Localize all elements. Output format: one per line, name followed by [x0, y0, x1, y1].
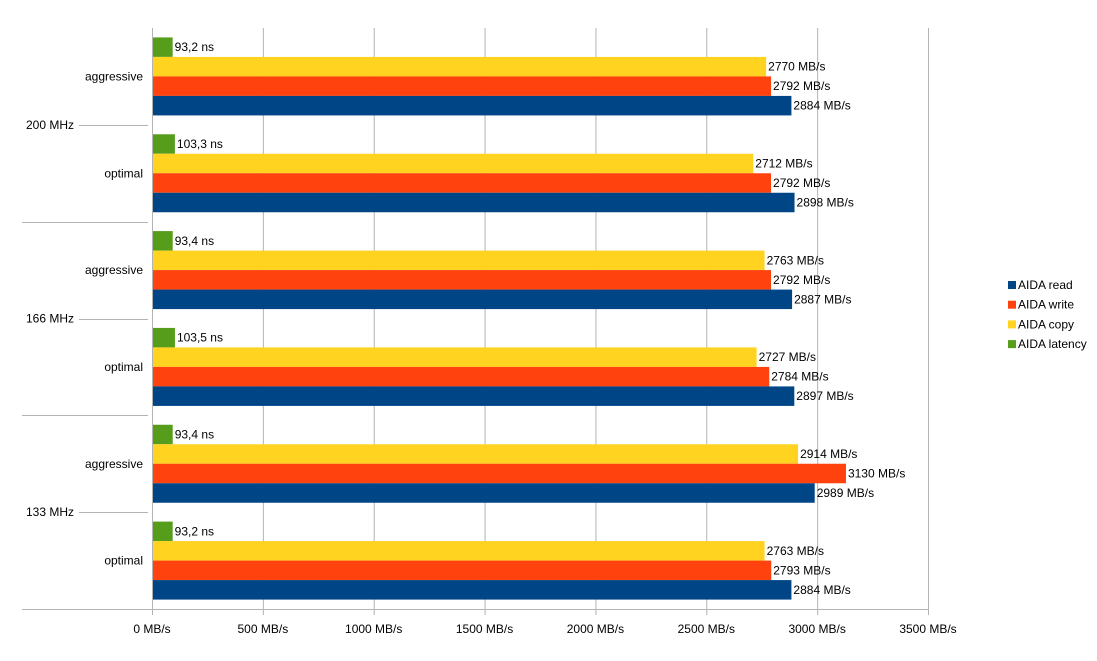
data-label-copy: 2770 MB/s	[768, 60, 825, 74]
legend-swatch-latency	[1008, 340, 1016, 349]
data-label-copy: 2763 MB/s	[767, 544, 824, 558]
data-label-copy: 2727 MB/s	[759, 350, 816, 364]
data-label-copy: 2914 MB/s	[800, 447, 857, 461]
data-label-read: 2884 MB/s	[793, 583, 850, 597]
subgroup-label: optimal	[104, 554, 143, 568]
data-label-read: 2989 MB/s	[817, 486, 874, 500]
x-tick-label: 3000 MB/s	[788, 622, 845, 636]
legend-label-latency: AIDA latency	[1018, 337, 1087, 351]
bar-read	[153, 386, 795, 406]
x-tick-label: 2500 MB/s	[678, 622, 735, 636]
value-labels: 93,2 ns 2770 MB/s 2792 MB/s 2884 MB/s 103,3 …	[175, 40, 906, 597]
axes: 0 MB/s 500 MB/s 1000 MB/s 1500 MB/s 2000 MB/…	[22, 28, 957, 636]
x-tick-label: 1500 MB/s	[456, 622, 513, 636]
legend-label-write: AIDA write	[1018, 298, 1074, 312]
bar-write	[153, 463, 846, 484]
legend-swatch-read	[1008, 281, 1016, 289]
data-label-latency: 93,2 ns	[175, 524, 214, 538]
bar-copy	[153, 444, 799, 464]
legend-swatch-copy	[1008, 320, 1016, 329]
bar-latency	[153, 231, 173, 251]
data-label-latency: 103,3 ns	[177, 137, 223, 151]
data-label-latency: 93,4 ns	[175, 428, 214, 442]
bar-read	[153, 483, 815, 503]
group-label: 200 MHz	[26, 118, 74, 132]
x-tick-label: 0 MB/s	[133, 622, 170, 636]
x-tick-label: 500 MB/s	[238, 622, 289, 636]
subgroup-label: aggressive	[85, 457, 143, 471]
bar-write	[153, 173, 772, 193]
data-label-copy: 2712 MB/s	[755, 157, 812, 171]
subgroup-label: optimal	[104, 360, 143, 374]
bar-copy	[153, 250, 765, 271]
legend-swatch-write	[1008, 300, 1016, 309]
data-label-read: 2887 MB/s	[794, 292, 851, 306]
x-tick-label: 3500 MB/s	[899, 622, 956, 636]
bar-write	[153, 560, 772, 581]
legend-label-copy: AIDA copy	[1018, 317, 1074, 331]
data-label-read: 2898 MB/s	[797, 196, 854, 210]
bar-copy	[153, 56, 767, 77]
data-label-write: 2792 MB/s	[773, 79, 830, 93]
grid	[152, 28, 929, 615]
legend-label-read: AIDA read	[1018, 278, 1073, 292]
data-label-write: 2792 MB/s	[773, 273, 830, 287]
data-label-write: 2792 MB/s	[773, 176, 830, 190]
bars	[153, 37, 846, 600]
bar-latency	[153, 521, 173, 542]
group-label: 166 MHz	[26, 312, 74, 326]
bar-copy	[153, 153, 754, 174]
bar-read	[153, 192, 795, 213]
bar-write	[153, 270, 772, 290]
subgroup-label: aggressive	[85, 263, 143, 277]
bar-latency	[153, 424, 173, 445]
bar-latency	[153, 327, 175, 348]
data-label-write: 3130 MB/s	[848, 467, 905, 481]
bar-read	[153, 95, 792, 116]
bar-read	[153, 580, 792, 600]
data-label-latency: 93,4 ns	[175, 234, 214, 248]
x-tick-label: 1000 MB/s	[345, 622, 402, 636]
bar-latency	[153, 37, 173, 57]
bar-write	[153, 76, 772, 96]
data-label-read: 2884 MB/s	[793, 99, 850, 113]
legend: AIDA read AIDA write AIDA copy AIDA latency	[1008, 278, 1087, 351]
bar-latency	[153, 134, 175, 154]
data-label-read: 2897 MB/s	[796, 389, 853, 403]
group-label: 133 MHz	[26, 505, 74, 519]
data-label-write: 2793 MB/s	[773, 563, 830, 577]
bar-read	[153, 289, 793, 310]
x-tick-label: 2000 MB/s	[567, 622, 624, 636]
subgroup-label: optimal	[104, 166, 143, 180]
bar-copy	[153, 347, 757, 367]
subgroup-label: aggressive	[85, 69, 143, 83]
data-label-latency: 93,2 ns	[175, 40, 214, 54]
bar-copy	[153, 541, 765, 561]
data-label-copy: 2763 MB/s	[767, 253, 824, 267]
data-label-write: 2784 MB/s	[771, 370, 828, 384]
data-label-latency: 103,5 ns	[177, 331, 223, 345]
bar-write	[153, 366, 770, 387]
